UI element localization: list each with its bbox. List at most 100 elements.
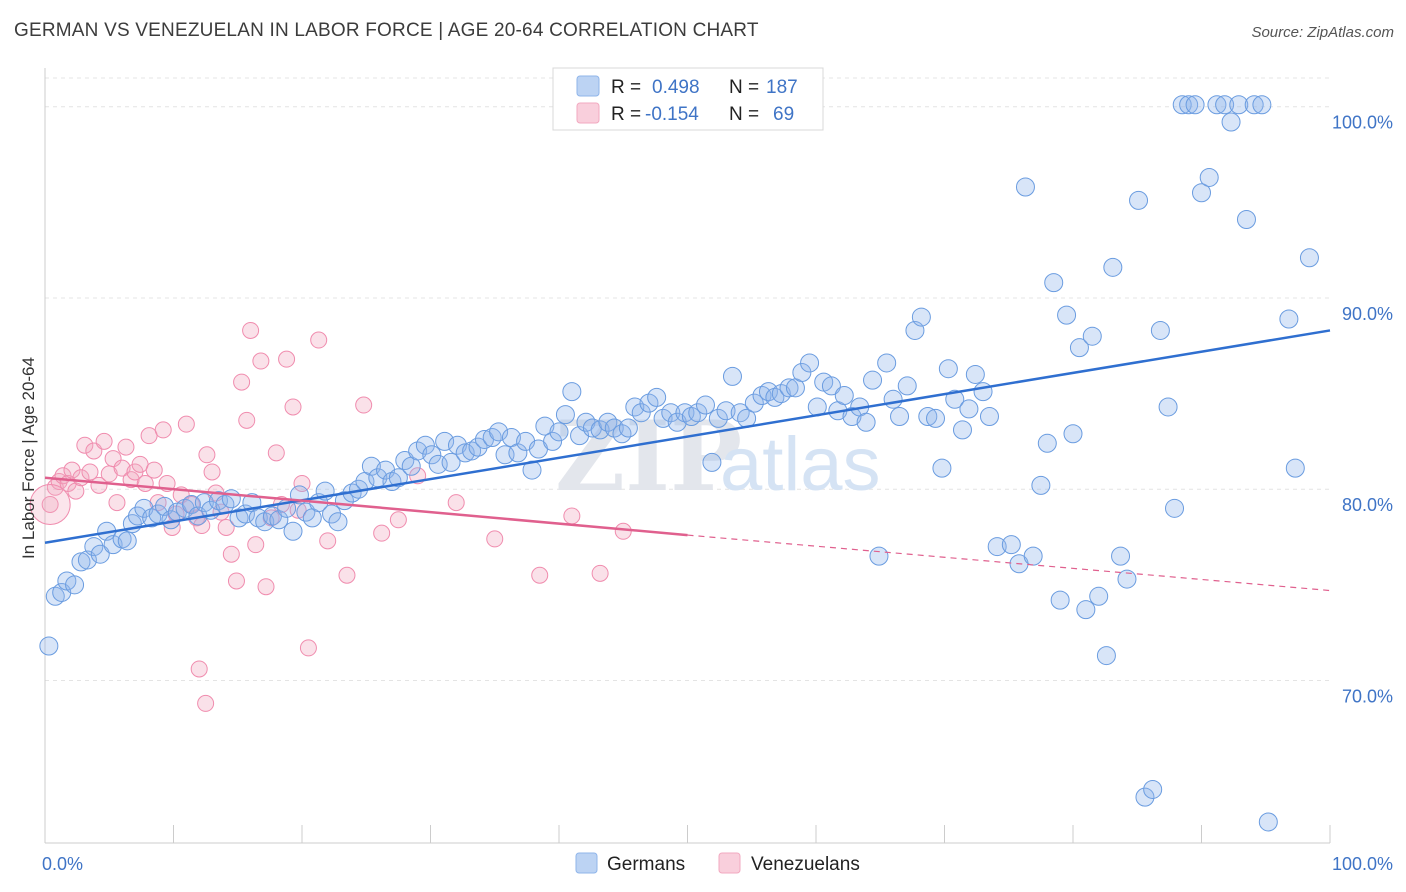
germans-point <box>821 376 841 396</box>
venezuelans-point <box>242 321 260 339</box>
germans-point <box>911 307 931 327</box>
germans-point <box>792 363 812 383</box>
germans-point <box>1199 167 1219 187</box>
venezuelans-point <box>222 545 240 563</box>
germans-point <box>952 420 972 440</box>
venezuelans-point <box>41 495 59 513</box>
germans-point <box>779 378 799 398</box>
chart-title: GERMAN VS VENEZUELAN IN LABOR FORCE | AG… <box>14 20 759 41</box>
legend-n-label-1: N = <box>729 77 759 98</box>
venezuelans-point <box>284 398 302 416</box>
germans-point <box>877 353 897 373</box>
venezuelans-point <box>149 494 167 512</box>
germans-point <box>1143 779 1163 799</box>
germans-point <box>90 544 110 564</box>
x-tick-label-start: 0.0% <box>42 854 83 874</box>
germans-point <box>283 521 303 541</box>
germans-point <box>221 489 241 509</box>
germans-point <box>618 418 638 438</box>
y-tick-label: 70.0% <box>1342 686 1393 706</box>
germans-point <box>1252 95 1272 115</box>
venezuelans-point <box>197 694 215 712</box>
x-tick-labels: 0.0% 100.0% <box>42 854 1393 874</box>
germans-point <box>800 353 820 373</box>
venezuelans-point <box>198 446 216 464</box>
germans-point <box>979 407 999 427</box>
y-tick-labels: 70.0% 80.0% 90.0% 100.0% <box>1332 113 1393 707</box>
venezuelans-trend-line-extension <box>687 534 1331 592</box>
venezuelans-point <box>267 444 285 462</box>
trend-lines <box>44 329 1331 592</box>
germans-point <box>1044 273 1064 293</box>
venezuelans-point <box>233 373 251 391</box>
legend-n-value-2: 69 <box>773 104 794 125</box>
germans-point <box>1082 326 1102 346</box>
venezuelans-point <box>563 507 581 525</box>
germans-point <box>1037 433 1057 453</box>
germans-point <box>1179 95 1199 115</box>
venezuelans-point <box>104 450 122 468</box>
venezuelans-point <box>299 639 317 657</box>
germans-point <box>695 395 715 415</box>
germans-point <box>965 364 985 384</box>
venezuelans-point <box>293 474 311 492</box>
bottom-legend-swatch-venezuelans <box>718 852 741 874</box>
legend-n-label-2: N = <box>729 104 759 125</box>
germans-point <box>1111 546 1131 566</box>
germans-point <box>415 435 435 455</box>
germans-point <box>117 531 137 551</box>
germans-point <box>84 537 104 557</box>
germans-point <box>883 389 903 409</box>
germans-point <box>128 506 148 526</box>
venezuelans-point <box>117 438 135 456</box>
germans-point <box>959 399 979 419</box>
source-label: Source: ZipAtlas.com <box>1251 24 1394 41</box>
germans-point <box>455 443 475 463</box>
venezuelans-point <box>373 524 391 542</box>
venezuelans-point <box>252 352 270 370</box>
germans-point <box>639 393 659 413</box>
legend-swatch-venezuelans <box>576 102 600 124</box>
y-tick-label: 90.0% <box>1342 304 1393 324</box>
venezuelans-point <box>76 436 94 454</box>
germans-point <box>269 510 289 530</box>
germans-point <box>1244 95 1264 115</box>
germans-point <box>938 359 958 379</box>
germans-point <box>1192 183 1211 203</box>
legend-r-value-1: 0.498 <box>652 77 700 98</box>
germans-point <box>1258 812 1278 832</box>
bottom-legend: Germans Venezuelans <box>575 852 860 875</box>
germans-point <box>422 445 442 465</box>
watermark-zip: ZIP <box>555 400 742 513</box>
germans-point <box>1150 320 1170 340</box>
germans-point <box>1129 190 1149 210</box>
y-tick-label: 100.0% <box>1332 113 1393 133</box>
germans-point <box>388 468 408 488</box>
germans-point <box>1285 458 1305 478</box>
germans-point <box>1031 475 1051 495</box>
germans-point <box>441 452 461 472</box>
legend-box: R = 0.498 N = 187 R = -0.154 N = 69 <box>552 67 824 131</box>
germans-point <box>631 403 651 423</box>
germans-point <box>543 431 563 451</box>
venezuelans-point <box>531 566 549 584</box>
venezuelans-point <box>447 494 465 512</box>
venezuelans-point <box>29 483 71 525</box>
germans-point <box>549 422 569 442</box>
germans-point <box>869 546 889 566</box>
germans-point <box>661 403 681 423</box>
germans-point <box>1050 590 1070 610</box>
germans-point <box>1158 397 1178 417</box>
venezuelans-point <box>140 427 158 445</box>
venezuelans-point <box>614 522 632 540</box>
germans-point <box>890 407 910 427</box>
germans-point <box>1057 305 1077 325</box>
germans-point <box>408 441 428 461</box>
venezuelans-point <box>486 530 504 548</box>
venezuelans-point <box>131 455 149 473</box>
germans-point <box>1103 257 1123 277</box>
watermark-atlas: atlas <box>720 422 881 507</box>
germans-point <box>897 376 917 396</box>
germans-point <box>834 385 854 405</box>
